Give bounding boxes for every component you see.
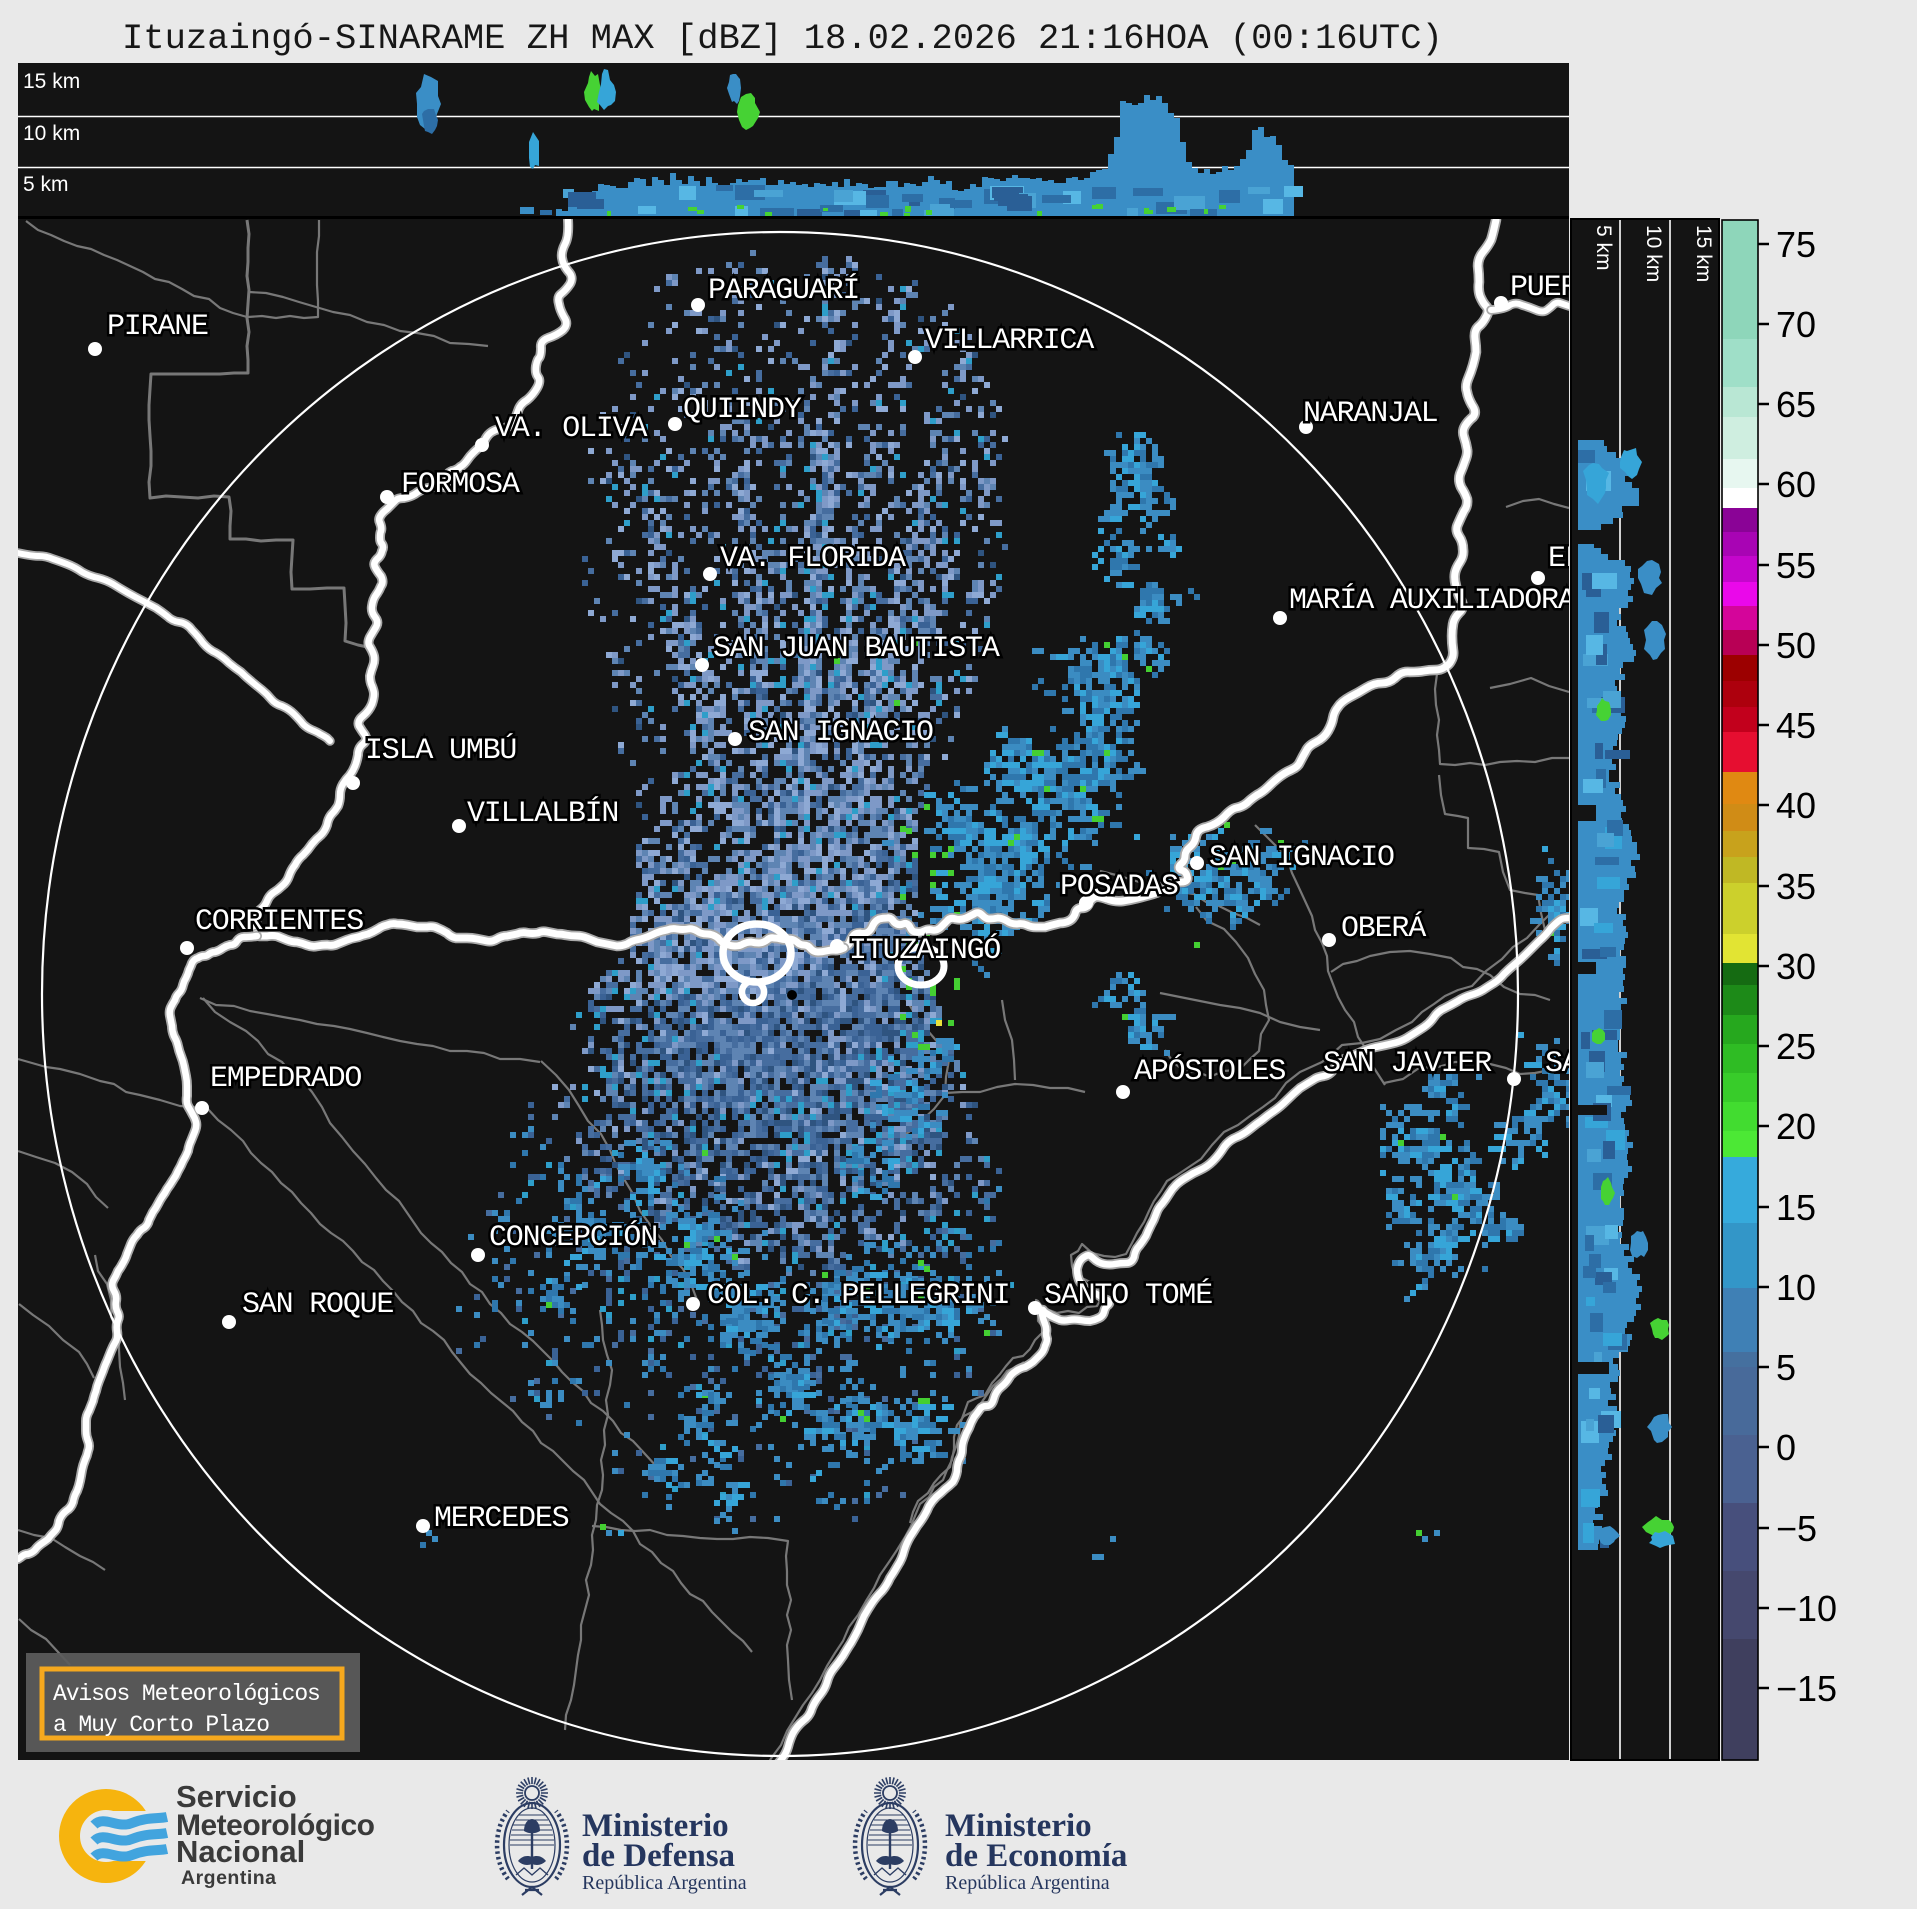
svg-text:60: 60 xyxy=(1776,464,1816,505)
svg-text:25: 25 xyxy=(1776,1026,1816,1067)
svg-text:SAN JUAN BAUTISTA: SAN JUAN BAUTISTA xyxy=(713,632,1000,666)
svg-text:ISLA UMBÚ: ISLA UMBÚ xyxy=(365,733,516,768)
svg-text:Ministerio: Ministerio xyxy=(582,1808,729,1844)
svg-text:FORMOSA: FORMOSA xyxy=(401,468,520,502)
svg-text:ITUZAINGÓ: ITUZAINGÓ xyxy=(849,933,1000,968)
svg-text:70: 70 xyxy=(1776,304,1816,345)
svg-text:Argentina: Argentina xyxy=(181,1867,277,1889)
svg-text:15 km: 15 km xyxy=(1692,225,1715,282)
svg-text:SAN ROQUE: SAN ROQUE xyxy=(242,1288,393,1322)
svg-text:CONCEPCIÓN: CONCEPCIÓN xyxy=(489,1220,657,1255)
svg-text:10 km: 10 km xyxy=(23,122,80,145)
svg-text:5: 5 xyxy=(1776,1347,1796,1388)
svg-text:15 km: 15 km xyxy=(23,70,80,93)
svg-text:55: 55 xyxy=(1776,545,1816,586)
svg-text:República Argentina: República Argentina xyxy=(945,1872,1110,1894)
svg-text:APÓSTOLES: APÓSTOLES xyxy=(1134,1054,1285,1089)
svg-text:a Muy Corto Plazo: a Muy Corto Plazo xyxy=(53,1712,269,1738)
svg-text:de Economía: de Economía xyxy=(945,1838,1127,1874)
svg-text:Ministerio: Ministerio xyxy=(945,1808,1092,1844)
svg-text:SAN JAVIER: SAN JAVIER xyxy=(1323,1047,1492,1081)
svg-text:PIRANE: PIRANE xyxy=(107,310,208,344)
svg-text:CORRIENTES: CORRIENTES xyxy=(195,905,363,939)
svg-text:0: 0 xyxy=(1776,1427,1796,1468)
svg-text:5 km: 5 km xyxy=(23,173,69,196)
svg-text:Meteorológico: Meteorológico xyxy=(176,1809,375,1842)
svg-text:PARAGUARÍ: PARAGUARÍ xyxy=(708,273,859,308)
svg-text:5 km: 5 km xyxy=(1592,225,1615,271)
svg-text:−15: −15 xyxy=(1776,1668,1837,1709)
svg-text:−5: −5 xyxy=(1776,1508,1817,1549)
svg-text:30: 30 xyxy=(1776,946,1816,987)
svg-text:15: 15 xyxy=(1776,1187,1816,1228)
svg-text:VA. OLIVA: VA. OLIVA xyxy=(495,412,647,446)
svg-text:10 km: 10 km xyxy=(1642,225,1665,282)
svg-text:SANTO TOMÉ: SANTO TOMÉ xyxy=(1044,1278,1212,1313)
svg-text:SAN IGNACIO: SAN IGNACIO xyxy=(748,716,933,750)
svg-text:50: 50 xyxy=(1776,625,1816,666)
svg-text:EMPEDRADO: EMPEDRADO xyxy=(210,1062,361,1096)
svg-text:35: 35 xyxy=(1776,866,1816,907)
svg-text:de Defensa: de Defensa xyxy=(582,1838,735,1874)
svg-text:MARÍA AUXILIADORA: MARÍA AUXILIADORA xyxy=(1289,583,1576,618)
svg-text:75: 75 xyxy=(1776,224,1816,265)
svg-text:45: 45 xyxy=(1776,705,1816,746)
svg-text:10: 10 xyxy=(1776,1267,1816,1308)
svg-text:ELDORADO: ELDORADO xyxy=(1548,542,1683,576)
svg-text:MERCEDES: MERCEDES xyxy=(434,1502,569,1536)
svg-text:VILLALBÍN: VILLALBÍN xyxy=(467,796,618,831)
svg-text:República Argentina: República Argentina xyxy=(582,1872,747,1894)
svg-text:Avisos Meteorológicos: Avisos Meteorológicos xyxy=(53,1681,320,1707)
svg-text:Nacional: Nacional xyxy=(176,1834,305,1869)
svg-text:PUER: PUER xyxy=(1510,271,1578,305)
svg-text:20: 20 xyxy=(1776,1106,1816,1147)
svg-text:−10: −10 xyxy=(1776,1588,1837,1629)
svg-text:QUIINDY: QUIINDY xyxy=(683,393,802,427)
svg-text:VA. FLORIDA: VA. FLORIDA xyxy=(720,542,906,576)
svg-text:SAN IGNACIO: SAN IGNACIO xyxy=(1209,841,1394,875)
svg-text:65: 65 xyxy=(1776,384,1816,425)
svg-text:COL. C. PELLEGRINI: COL. C. PELLEGRINI xyxy=(707,1279,1009,1313)
svg-text:Servicio: Servicio xyxy=(176,1779,297,1814)
svg-text:Ituzaingó-SINARAME ZH MAX [dBZ: Ituzaingó-SINARAME ZH MAX [dBZ] 18.02.20… xyxy=(122,18,1443,59)
svg-text:NARANJAL: NARANJAL xyxy=(1303,397,1438,431)
svg-text:SAI: SAI xyxy=(1545,1047,1595,1081)
svg-text:40: 40 xyxy=(1776,785,1816,826)
svg-text:VILLARRICA: VILLARRICA xyxy=(925,324,1094,358)
svg-text:OBERÁ: OBERÁ xyxy=(1341,911,1426,946)
svg-text:POSADAS: POSADAS xyxy=(1060,870,1178,904)
